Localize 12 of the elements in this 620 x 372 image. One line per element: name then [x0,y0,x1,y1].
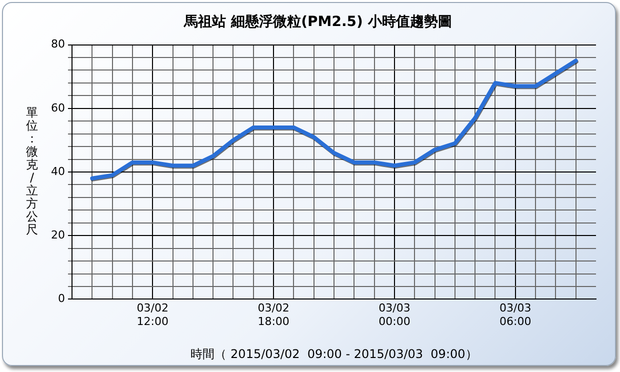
text: 單位：微克/立方公尺 [26,106,38,237]
x-tick-label: 03/02 12:00 [136,302,168,328]
x-tick-label: 03/03 00:00 [378,302,410,328]
y-tick-label: 20 [51,228,65,242]
x-tick-label: 03/02 18:00 [258,302,290,328]
y-tick-label: 40 [51,164,65,178]
x-tick-label: 03/03 06:00 [500,302,532,328]
chart-title: 馬祖站 細懸浮微粒(PM2.5) 小時值趨勢圖 [183,13,452,30]
y-tick-label: 60 [51,101,65,114]
y-tick-label: 80 [51,38,65,51]
y-tick-label: 0 [58,292,65,306]
x-axis-title: 時間（ 2015/03/02 09:00 - 2015/03/03 09:00） [190,346,478,361]
